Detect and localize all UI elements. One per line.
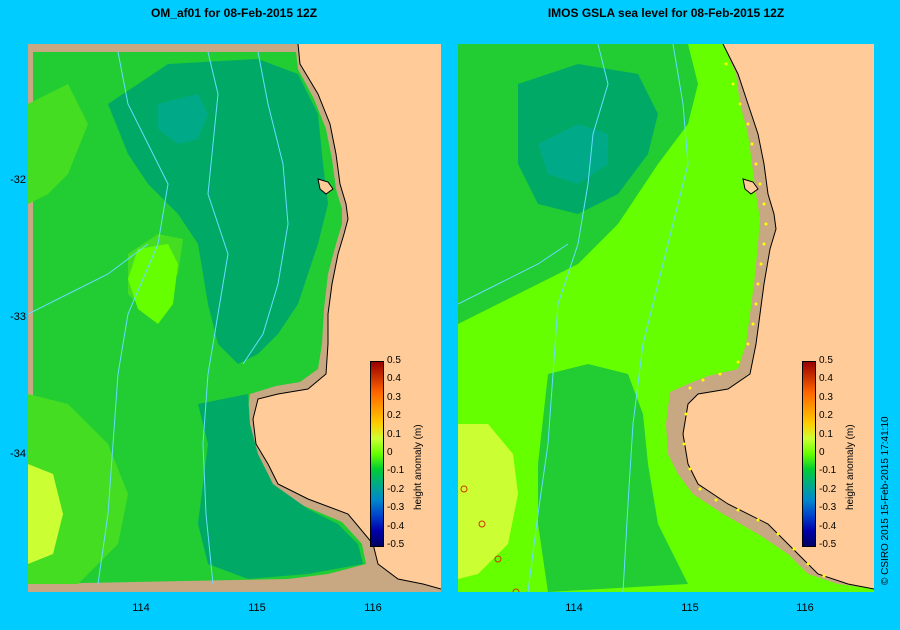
left-map-svg xyxy=(28,44,441,592)
anomaly-region-pos-0.1 xyxy=(458,424,518,579)
anomaly-region-neg-0.3 xyxy=(158,94,208,144)
x-tick-label: 114 xyxy=(132,602,150,614)
colorbar-tick-label: -0.2 xyxy=(387,483,405,495)
right-map-title: IMOS GSLA sea level for 08-Feb-2015 12Z xyxy=(547,6,785,20)
estuary xyxy=(742,178,759,195)
altimeter-track-points xyxy=(460,485,520,592)
anomaly-region-zero-nw xyxy=(28,84,88,204)
colorbar-tick-label: 0.2 xyxy=(819,410,833,422)
x-tick-label: 116 xyxy=(364,602,382,614)
colorbar-tick-label: -0.1 xyxy=(387,465,405,477)
anomaly-region-pos-0.1 xyxy=(28,464,63,564)
colorbar-tick-label: 0.3 xyxy=(819,391,833,403)
coastline xyxy=(682,44,874,590)
anomaly-region-neg-0.3 xyxy=(538,124,608,184)
colorbar-tick-label: -0.3 xyxy=(387,502,405,514)
colorbar-tick-label: -0.4 xyxy=(819,520,837,532)
x-tick-label: 115 xyxy=(248,602,266,614)
right-colorbar-title: height anomaly (m) xyxy=(845,424,856,510)
colorbar-gradient xyxy=(802,361,816,547)
bathymetry-contour-1 xyxy=(97,51,169,585)
colorbar-tick-label: 0.1 xyxy=(819,428,833,440)
colorbar-tick-label: 0.4 xyxy=(387,373,401,385)
colorbar-tick-label: -0.5 xyxy=(819,539,837,550)
bathymetry-contour-1 xyxy=(527,44,609,592)
x-tick-label: 116 xyxy=(796,602,814,614)
anomaly-region-neg-0.1-south xyxy=(538,364,688,592)
y-tick-label: -33 xyxy=(10,311,26,323)
colorbar-tick-label: 0.5 xyxy=(387,355,401,366)
coastline xyxy=(252,44,441,590)
colorbar-tick-label: 0.5 xyxy=(819,355,833,366)
bathymetry-contour-3 xyxy=(242,51,289,365)
anomaly-region-zero-center xyxy=(128,244,178,324)
colorbar-tick-label: -0.2 xyxy=(819,483,837,495)
observation-points xyxy=(682,62,826,578)
anomaly-region-neg-0.2-south xyxy=(198,394,363,579)
colorbar-tick-label: 0.4 xyxy=(819,373,833,385)
copyright-notice: © CSIRO 2015 15-Feb-2015 17:41:10 xyxy=(880,416,891,585)
x-tick-label: 115 xyxy=(681,602,699,614)
colorbar-gradient xyxy=(370,361,384,547)
colorbar-tick-label: 0.1 xyxy=(387,428,401,440)
colorbar-tick-label: 0.3 xyxy=(387,391,401,403)
left-map-panel xyxy=(28,44,441,592)
colorbar-tick-label: 0 xyxy=(819,447,825,458)
bathymetry-contour-3 xyxy=(458,243,569,305)
colorbar-tick-label: -0.1 xyxy=(819,465,837,477)
y-tick-label: -32 xyxy=(10,174,26,186)
bathymetry-contour-2 xyxy=(202,51,229,585)
colorbar-tick-label: -0.5 xyxy=(387,539,405,550)
x-tick-label: 114 xyxy=(565,602,583,614)
bathymetry-contour-4 xyxy=(28,243,149,315)
colorbar-tick-label: 0 xyxy=(387,447,393,458)
left-map-title: OM_af01 for 08-Feb-2015 12Z xyxy=(150,6,318,20)
colorbar-tick-label: -0.3 xyxy=(819,502,837,514)
y-tick-label: -34 xyxy=(10,448,26,460)
estuary xyxy=(317,178,334,195)
colorbar-tick-label: -0.4 xyxy=(387,520,405,532)
left-colorbar-title: height anomaly (m) xyxy=(413,424,424,510)
colorbar-tick-label: 0.2 xyxy=(387,410,401,422)
anomaly-region-neg-0.2 xyxy=(108,59,328,364)
bathymetry-contour-2 xyxy=(622,44,689,592)
